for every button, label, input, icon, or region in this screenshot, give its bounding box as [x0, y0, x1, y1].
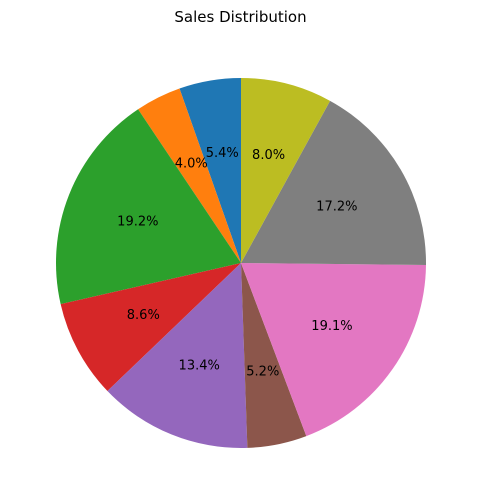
pie-slice-7	[241, 263, 426, 437]
pie-slice-1	[179, 78, 241, 263]
slice-label-3: 19.2%	[117, 215, 158, 230]
chart-title: Sales Distribution	[174, 8, 307, 26]
slice-label-9: 8.0%	[252, 148, 285, 163]
slice-label-8: 17.2%	[316, 199, 357, 214]
pie-slice-4	[60, 263, 241, 392]
pie-slice-3	[55, 109, 242, 305]
slice-label-7: 19.1%	[311, 319, 352, 334]
slice-label-4: 8.6%	[127, 308, 160, 323]
pie-slice-9	[241, 78, 331, 263]
pie-slice-5	[107, 263, 248, 448]
pie-slice-6	[241, 263, 307, 448]
slice-label-6: 5.2%	[246, 364, 279, 379]
slice-label-1: 5.4%	[206, 146, 239, 161]
pie-slice-8	[241, 100, 426, 266]
pie-slice-2	[138, 88, 241, 263]
slice-label-5: 13.4%	[179, 358, 220, 373]
slice-label-2: 4.0%	[175, 156, 208, 171]
